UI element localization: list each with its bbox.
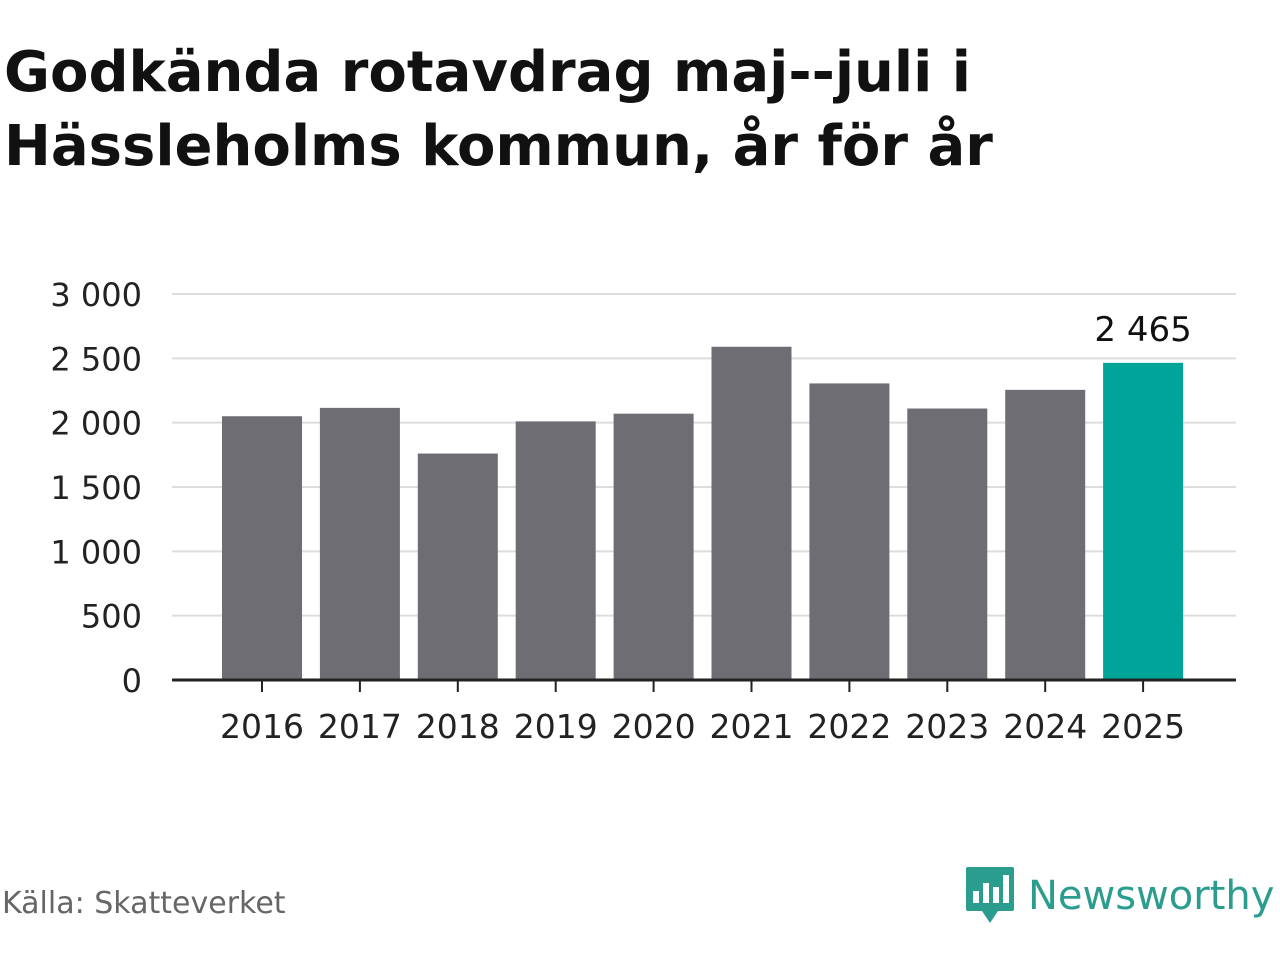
y-tick-label: 1 500 bbox=[50, 469, 142, 507]
chart-title: Godkända rotavdrag maj--juli i Hässlehol… bbox=[4, 36, 1264, 184]
bar-2020 bbox=[613, 413, 694, 680]
bar-2024 bbox=[1005, 389, 1086, 680]
bar-2019 bbox=[515, 421, 596, 680]
bar-2022 bbox=[809, 383, 890, 680]
bar-2023 bbox=[907, 408, 988, 680]
y-tick-label: 3 000 bbox=[50, 276, 142, 314]
bar-2018 bbox=[417, 453, 498, 680]
bar-2025 bbox=[1103, 362, 1184, 680]
y-tick-label: 0 bbox=[122, 662, 142, 700]
source-note: Källa: Skatteverket bbox=[2, 886, 286, 921]
x-tick-label: 2022 bbox=[807, 707, 891, 746]
data-label: 2 465 bbox=[1094, 310, 1191, 350]
y-tick-label: 1 000 bbox=[50, 533, 142, 571]
x-tick-label: 2023 bbox=[905, 707, 989, 746]
x-tick-label: 2019 bbox=[514, 707, 598, 746]
x-tick-label: 2016 bbox=[220, 707, 304, 746]
x-tick-label: 2020 bbox=[612, 707, 696, 746]
bar-2021 bbox=[711, 346, 792, 680]
x-tick-label: 2021 bbox=[710, 707, 794, 746]
y-tick-label: 500 bbox=[81, 598, 142, 636]
y-tick-label: 2 000 bbox=[50, 405, 142, 443]
x-tick-label: 2018 bbox=[416, 707, 500, 746]
chart-title-line-2: Hässleholms kommun, år för år bbox=[4, 114, 993, 179]
x-tick-label: 2017 bbox=[318, 707, 402, 746]
brand-logo: Newsworthy bbox=[964, 864, 1274, 928]
x-tick-label: 2024 bbox=[1003, 707, 1087, 746]
x-tick-label: 2025 bbox=[1101, 707, 1185, 746]
newsworthy-logo-icon bbox=[966, 867, 1014, 923]
chart-title-line-1: Godkända rotavdrag maj--juli i bbox=[4, 40, 971, 105]
axes bbox=[172, 678, 1236, 692]
brand-name: Newsworthy bbox=[1028, 873, 1275, 919]
labels: 0 500 1 000 1 500 2 000 2 500 3 000 2016 2017 201… bbox=[50, 276, 1191, 746]
bar-2017 bbox=[319, 407, 400, 680]
bars bbox=[222, 346, 1184, 680]
bar-2016 bbox=[222, 416, 302, 680]
y-tick-label: 2 500 bbox=[50, 340, 142, 378]
